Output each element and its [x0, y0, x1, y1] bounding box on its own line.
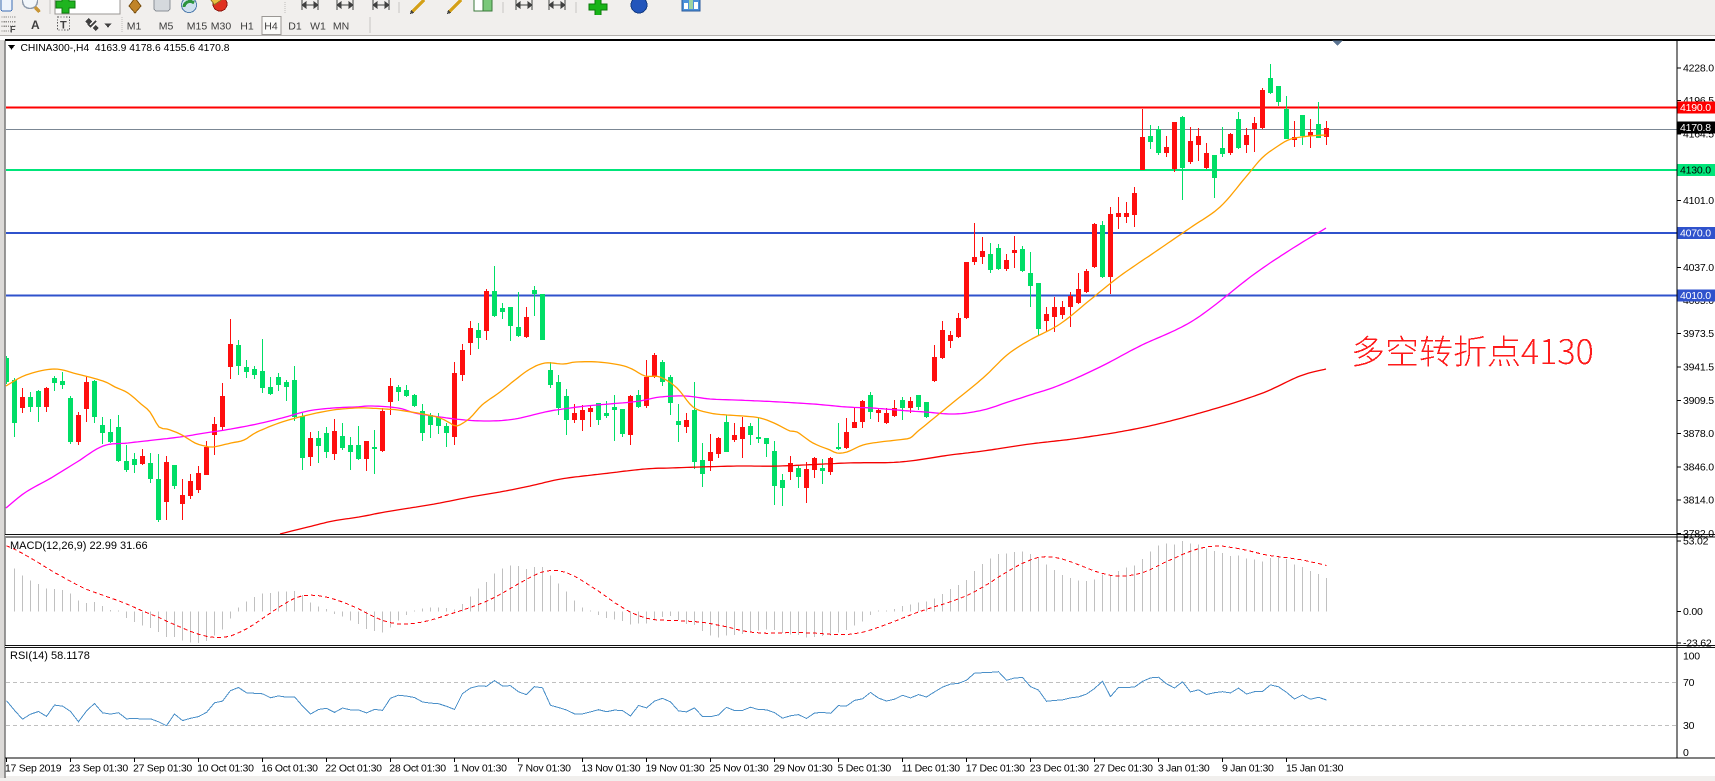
svg-text:30: 30 [1683, 720, 1695, 732]
svg-text:15 Jan 01:30: 15 Jan 01:30 [1286, 763, 1344, 775]
svg-text:16 Oct 01:30: 16 Oct 01:30 [261, 763, 318, 775]
svg-text:4190.0: 4190.0 [1680, 102, 1711, 114]
svg-text:4130.0: 4130.0 [1680, 165, 1711, 177]
svg-text:9 Jan 01:30: 9 Jan 01:30 [1222, 763, 1274, 775]
svg-text:53.02: 53.02 [1683, 536, 1709, 548]
svg-text:4170.8: 4170.8 [1680, 122, 1711, 134]
svg-text:28 Oct 01:30: 28 Oct 01:30 [389, 763, 446, 775]
svg-text:MN: MN [333, 21, 349, 33]
svg-text:70: 70 [1683, 677, 1695, 689]
svg-text:CHINA300-,H4 4163.9 4178.6 41: CHINA300-,H4 4163.9 4178.6 4155.6 4170.8 [21, 43, 230, 54]
svg-text:11 Dec 01:30: 11 Dec 01:30 [902, 763, 961, 775]
svg-text:M1: M1 [127, 21, 142, 33]
svg-text:27 Dec 01:30: 27 Dec 01:30 [1094, 763, 1153, 775]
svg-text:3846.0: 3846.0 [1683, 461, 1714, 473]
svg-text:4101.0: 4101.0 [1683, 195, 1714, 207]
svg-text:D1: D1 [288, 21, 302, 33]
svg-text:3782.0: 3782.0 [1683, 528, 1714, 540]
svg-text:27 Sep 01:30: 27 Sep 01:30 [133, 763, 192, 775]
svg-text:23 Dec 01:30: 23 Dec 01:30 [1030, 763, 1089, 775]
svg-text:13 Nov 01:30: 13 Nov 01:30 [581, 763, 640, 775]
svg-text:4037.0: 4037.0 [1683, 262, 1714, 274]
svg-text:22 Oct 01:30: 22 Oct 01:30 [325, 763, 382, 775]
svg-text:W1: W1 [310, 21, 326, 33]
svg-text:4070.0: 4070.0 [1680, 227, 1711, 239]
svg-text:0.00: 0.00 [1683, 606, 1703, 618]
svg-text:0: 0 [1683, 747, 1689, 759]
svg-text:19 Nov 01:30: 19 Nov 01:30 [646, 763, 705, 775]
svg-text:7 Nov 01:30: 7 Nov 01:30 [517, 763, 571, 775]
svg-text:100: 100 [1683, 651, 1700, 663]
svg-text:F: F [10, 25, 16, 35]
svg-text:17 Sep 2019: 17 Sep 2019 [5, 763, 62, 775]
svg-text:4228.0: 4228.0 [1683, 62, 1714, 74]
svg-text:3 Jan 01:30: 3 Jan 01:30 [1158, 763, 1210, 775]
svg-text:17 Dec 01:30: 17 Dec 01:30 [966, 763, 1025, 775]
svg-text:4010.0: 4010.0 [1680, 290, 1711, 302]
svg-text:H4: H4 [264, 21, 278, 33]
svg-text:3814.0: 3814.0 [1683, 495, 1714, 507]
svg-text:3941.5: 3941.5 [1683, 362, 1714, 374]
svg-text:M30: M30 [211, 21, 232, 33]
svg-text:1 Nov 01:30: 1 Nov 01:30 [453, 763, 507, 775]
svg-text:23 Sep 01:30: 23 Sep 01:30 [69, 763, 128, 775]
svg-text:T: T [60, 20, 67, 32]
svg-text:RSI(14) 58.1178: RSI(14) 58.1178 [10, 650, 90, 662]
svg-text:3973.5: 3973.5 [1683, 328, 1714, 340]
svg-text:3878.0: 3878.0 [1683, 428, 1714, 440]
svg-text:A: A [31, 18, 40, 32]
svg-text:-23.62: -23.62 [1683, 637, 1712, 649]
svg-text:10 Oct 01:30: 10 Oct 01:30 [197, 763, 254, 775]
svg-text:MACD(12,26,9) 22.99 31.66: MACD(12,26,9) 22.99 31.66 [10, 540, 148, 552]
svg-text:H1: H1 [240, 21, 254, 33]
svg-text:25 Nov 01:30: 25 Nov 01:30 [710, 763, 769, 775]
svg-text:M5: M5 [159, 21, 174, 33]
svg-text:5 Dec 01:30: 5 Dec 01:30 [838, 763, 892, 775]
svg-text:M15: M15 [187, 21, 208, 33]
svg-text:29 Nov 01:30: 29 Nov 01:30 [774, 763, 833, 775]
svg-text:3909.5: 3909.5 [1683, 395, 1714, 407]
